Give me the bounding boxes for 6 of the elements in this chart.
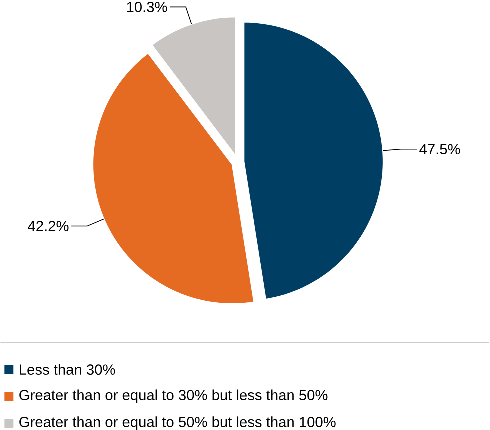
legend-label: Greater than or equal to 50% but less than 100% — [20, 416, 336, 430]
data-label: 47.5% — [420, 144, 460, 154]
legend-label: Greater than or equal to 30% but less than 50% — [20, 390, 328, 404]
data-label: 42.2% — [28, 220, 69, 232]
data-label: 10.3% — [127, 2, 168, 12]
legend-label: Less than 30% — [20, 364, 116, 375]
